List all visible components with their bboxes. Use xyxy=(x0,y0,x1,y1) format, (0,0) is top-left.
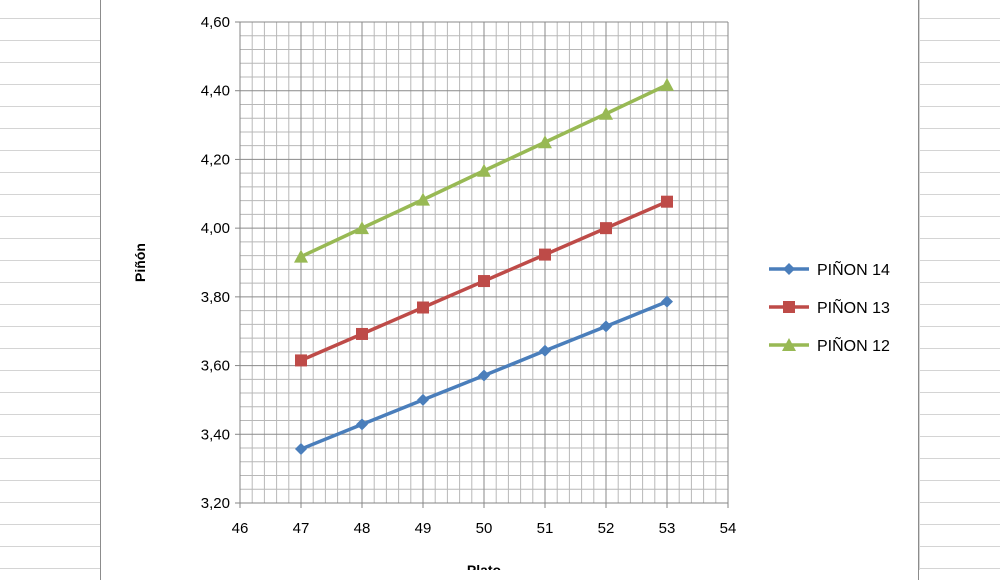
x-tick-label: 52 xyxy=(598,520,615,537)
y-tick-label: 4,20 xyxy=(201,151,230,168)
data-point xyxy=(478,275,490,288)
x-tick-label: 54 xyxy=(720,520,737,537)
data-point xyxy=(539,248,551,261)
legend-marker xyxy=(783,263,795,275)
y-tick-label: 4,00 xyxy=(201,220,230,237)
data-point xyxy=(538,135,552,149)
y-tick-label: 3,80 xyxy=(201,289,230,306)
data-point xyxy=(417,393,429,406)
data-point xyxy=(478,369,490,382)
chart-area[interactable]: 3,20 3,40 3,60 3,80 4,00 4,20 4,40 4,60 46 47 48 49… xyxy=(100,0,919,580)
column-divider xyxy=(919,0,920,570)
legend: PIÑON 14 PIÑON 13 PIÑON 12 xyxy=(769,259,890,355)
x-tick-label: 47 xyxy=(293,520,310,537)
legend-label: PIÑON 12 xyxy=(817,335,890,355)
y-tick-label: 3,20 xyxy=(201,495,230,512)
data-point xyxy=(416,192,430,206)
legend-marker xyxy=(782,338,796,351)
y-tick-label: 4,60 xyxy=(201,14,230,31)
x-tick-label: 50 xyxy=(476,520,493,537)
data-point xyxy=(356,418,368,431)
y-tick-label: 4,40 xyxy=(201,83,230,100)
x-tick-label: 48 xyxy=(354,520,371,537)
legend-label: PIÑON 14 xyxy=(817,259,890,279)
data-point xyxy=(417,301,429,314)
legend-item: PIÑON 12 xyxy=(769,335,890,355)
data-point xyxy=(539,344,551,357)
data-point xyxy=(477,163,491,177)
data-point xyxy=(356,327,368,340)
data-point xyxy=(600,222,612,235)
series-2 xyxy=(295,195,673,367)
data-point xyxy=(355,221,369,235)
data-point xyxy=(600,320,612,333)
legend-label: PIÑON 13 xyxy=(817,297,890,317)
data-point xyxy=(599,106,613,120)
x-tick-label: 49 xyxy=(415,520,432,537)
legend-item: PIÑON 13 xyxy=(769,297,890,317)
data-point xyxy=(295,354,307,367)
legend-item: PIÑON 14 xyxy=(769,259,890,279)
data-point xyxy=(661,195,673,208)
series-layer xyxy=(294,77,674,456)
legend-marker xyxy=(783,301,795,313)
y-tick-label: 3,60 xyxy=(201,358,230,375)
tick-labels: 3,20 3,40 3,60 3,80 4,00 4,20 4,40 4,60 46 47 48 49… xyxy=(201,14,737,537)
series-3 xyxy=(294,77,674,263)
x-tick-label: 46 xyxy=(232,520,249,537)
x-axis-label: Plato xyxy=(467,562,501,570)
line-chart: 3,20 3,40 3,60 3,80 4,00 4,20 4,40 4,60 46 47 48 49… xyxy=(132,14,890,578)
x-tick-label: 53 xyxy=(659,520,676,537)
y-tick-label: 3,40 xyxy=(201,426,230,443)
x-tick-label: 51 xyxy=(537,520,554,537)
data-point xyxy=(295,443,307,456)
data-point xyxy=(660,77,674,91)
y-axis-label: Piñón xyxy=(132,243,148,282)
data-point xyxy=(294,249,308,263)
series-1 xyxy=(295,295,673,456)
data-point xyxy=(661,295,673,308)
